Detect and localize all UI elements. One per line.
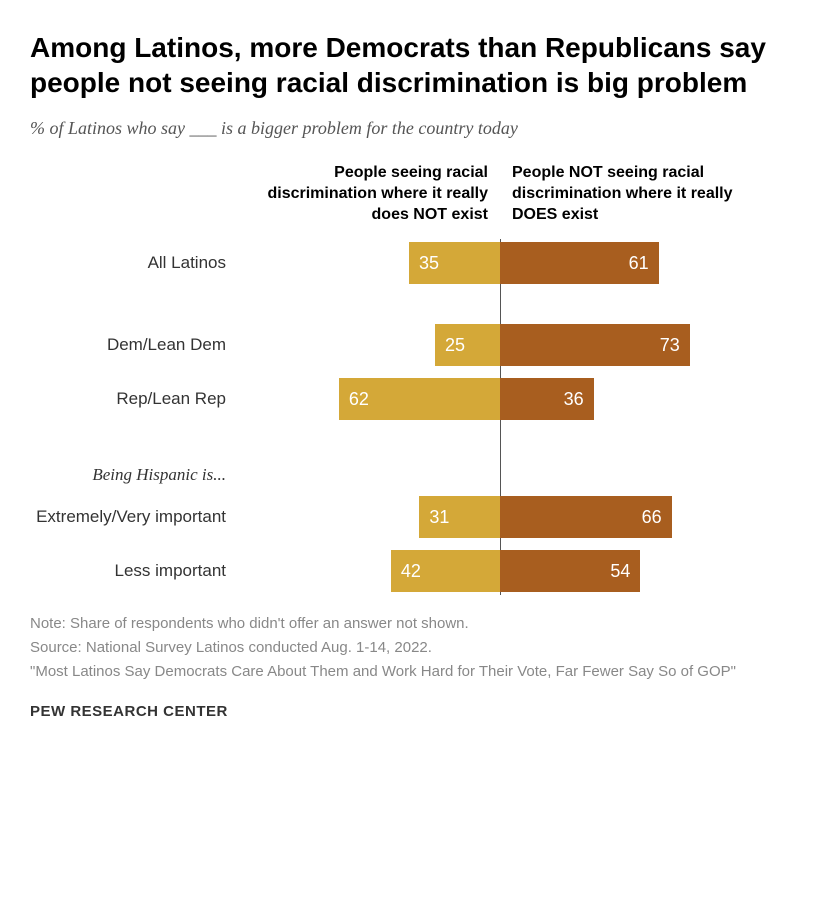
group-heading: Being Hispanic is... bbox=[30, 457, 810, 493]
bar-right: 73 bbox=[500, 324, 690, 366]
row-label: All Latinos bbox=[30, 253, 240, 273]
chart-area: People seeing racial discrimination wher… bbox=[30, 163, 810, 595]
right-column-header: People NOT seeing racial discrimination … bbox=[500, 163, 760, 225]
chart-row: Rep/Lean Rep6236 bbox=[30, 375, 810, 423]
row-label: Dem/Lean Dem bbox=[30, 335, 240, 355]
row-bars: 3166 bbox=[240, 496, 810, 538]
note-line: Source: National Survey Latinos conducte… bbox=[30, 637, 810, 659]
chart-title: Among Latinos, more Democrats than Repub… bbox=[30, 30, 810, 100]
note-line: "Most Latinos Say Democrats Care About T… bbox=[30, 661, 810, 683]
chart-notes: Note: Share of respondents who didn't of… bbox=[30, 613, 810, 682]
chart-row: All Latinos3561 bbox=[30, 239, 810, 287]
row-bars: 2573 bbox=[240, 324, 810, 366]
chart-row: Dem/Lean Dem2573 bbox=[30, 321, 810, 369]
note-line: Note: Share of respondents who didn't of… bbox=[30, 613, 810, 635]
bar-right: 66 bbox=[500, 496, 672, 538]
bar-right: 54 bbox=[500, 550, 640, 592]
chart-row: Extremely/Very important3166 bbox=[30, 493, 810, 541]
row-bars: 6236 bbox=[240, 378, 810, 420]
chart-subtitle: % of Latinos who say ___ is a bigger pro… bbox=[30, 118, 810, 139]
left-column-header: People seeing racial discrimination wher… bbox=[240, 163, 500, 225]
bar-left: 35 bbox=[409, 242, 500, 284]
footer-attribution: PEW RESEARCH CENTER bbox=[30, 703, 810, 720]
bar-left: 25 bbox=[435, 324, 500, 366]
row-label: Less important bbox=[30, 561, 240, 581]
row-bars: 3561 bbox=[240, 242, 810, 284]
bar-right: 36 bbox=[500, 378, 594, 420]
bar-left: 62 bbox=[339, 378, 500, 420]
row-label: Rep/Lean Rep bbox=[30, 389, 240, 409]
bar-left: 31 bbox=[419, 496, 500, 538]
bar-left: 42 bbox=[391, 550, 500, 592]
chart-rows: All Latinos3561Dem/Lean Dem2573Rep/Lean … bbox=[30, 239, 810, 595]
row-bars: 4254 bbox=[240, 550, 810, 592]
chart-row: Less important4254 bbox=[30, 547, 810, 595]
chart-column-headers: People seeing racial discrimination wher… bbox=[30, 163, 810, 225]
row-label: Extremely/Very important bbox=[30, 507, 240, 527]
group-heading-label: Being Hispanic is... bbox=[30, 465, 240, 485]
bar-right: 61 bbox=[500, 242, 659, 284]
